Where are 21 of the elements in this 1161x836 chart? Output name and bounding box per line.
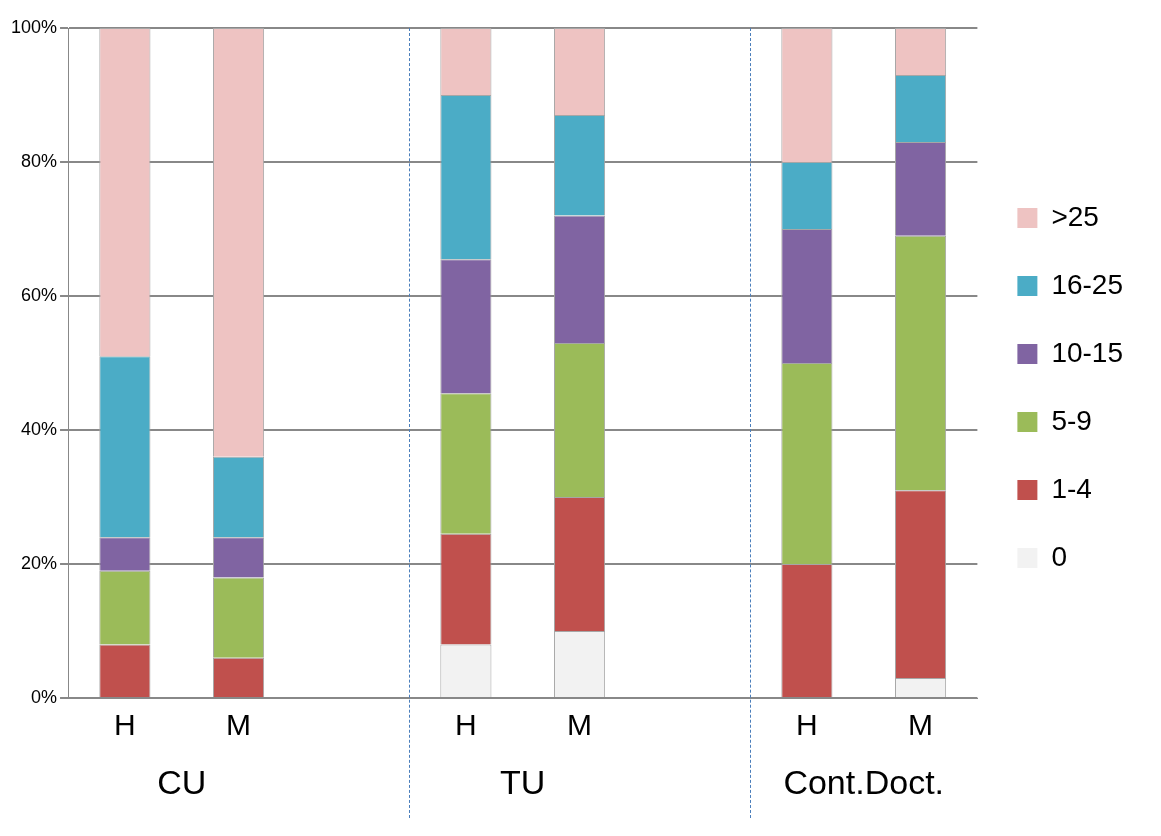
legend-label: 10-15 xyxy=(1051,336,1124,368)
y-tick-label: 60% xyxy=(21,284,58,305)
legend-label: 0 xyxy=(1051,540,1067,572)
y-tick-label: 100% xyxy=(10,16,58,37)
legend-label: 1-4 xyxy=(1051,472,1092,504)
y-tick-label: 20% xyxy=(21,552,58,573)
legend-label: 5-9 xyxy=(1051,404,1092,436)
x-tick-label: H xyxy=(455,708,477,742)
y-tick-label: 0% xyxy=(31,686,58,707)
legend-label: 16-25 xyxy=(1051,268,1124,300)
legend-label: >25 xyxy=(1051,200,1099,232)
y-tick-label: 40% xyxy=(21,418,58,439)
text: CU xyxy=(157,763,207,802)
text: Cont.Doct. xyxy=(783,763,945,802)
text: TU xyxy=(500,763,546,802)
x-tick-label: M xyxy=(567,708,593,742)
x-tick-label: M xyxy=(226,708,252,742)
x-tick-label: H xyxy=(796,708,818,742)
y-tick-label: 80% xyxy=(21,150,58,171)
x-tick-label: H xyxy=(114,708,136,742)
x-tick-label: M xyxy=(908,708,934,742)
